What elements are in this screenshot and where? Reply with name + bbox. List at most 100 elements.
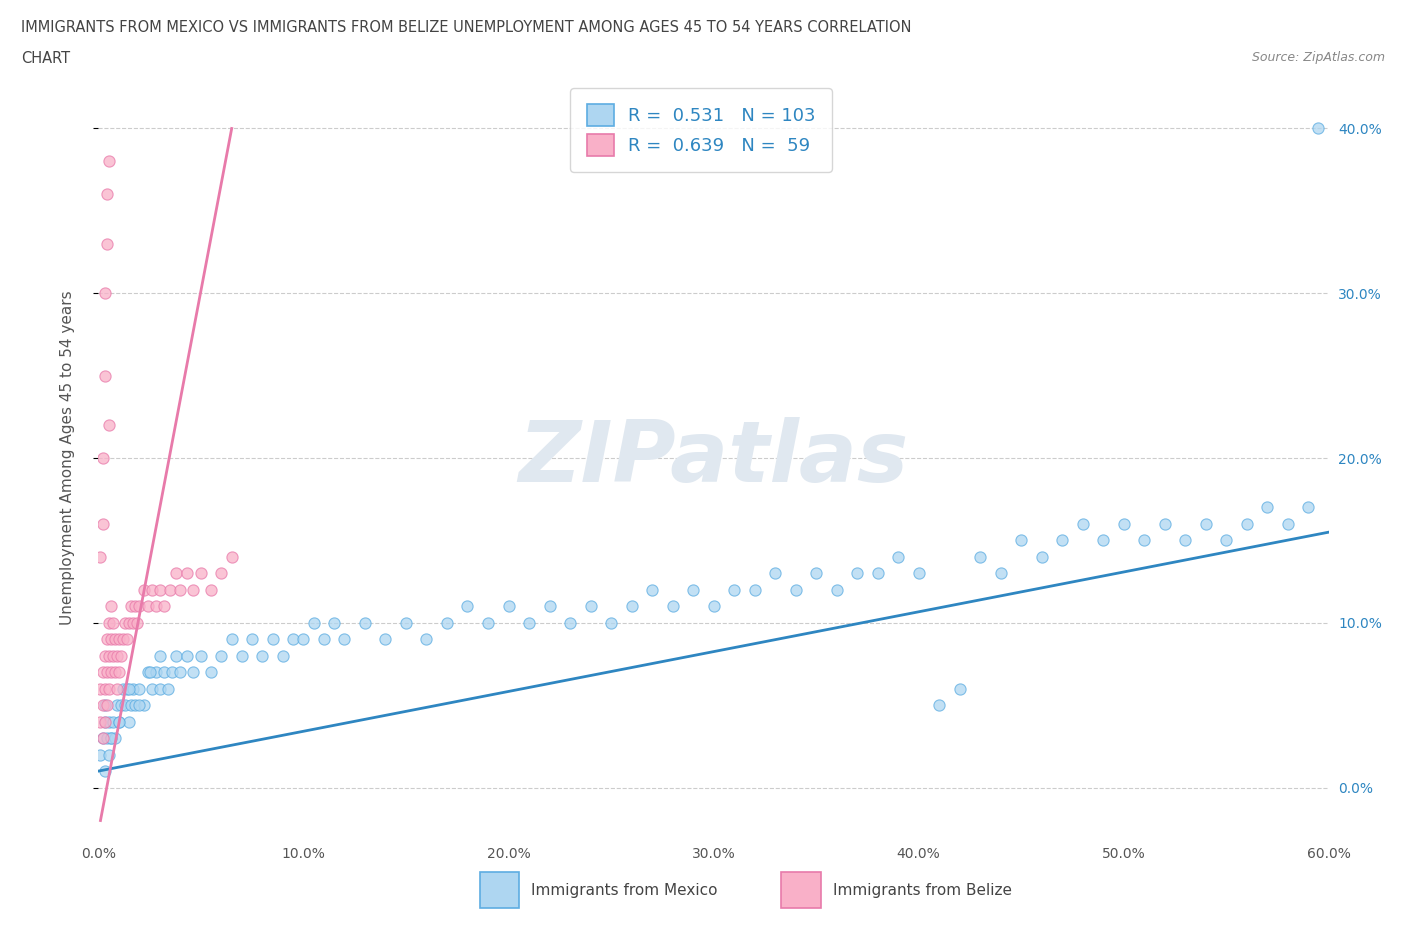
Point xyxy=(149,682,172,697)
Y-axis label: Unemployment Among Ages 45 to 54 years: Unemployment Among Ages 45 to 54 years xyxy=(60,291,75,625)
Point xyxy=(93,714,115,729)
Point xyxy=(89,682,111,697)
Point xyxy=(100,731,122,746)
Point xyxy=(395,616,418,631)
Point xyxy=(110,648,132,663)
Point xyxy=(517,616,540,631)
Point xyxy=(641,582,664,597)
Point xyxy=(159,582,181,597)
Point xyxy=(292,631,315,646)
Point xyxy=(169,582,191,597)
Point xyxy=(127,616,149,631)
Point xyxy=(93,682,115,697)
Point xyxy=(240,631,263,646)
Point xyxy=(763,566,786,581)
Point xyxy=(165,566,187,581)
Text: Source: ZipAtlas.com: Source: ZipAtlas.com xyxy=(1251,51,1385,64)
Point xyxy=(96,665,118,680)
Point xyxy=(457,599,479,614)
Point xyxy=(115,631,138,646)
Point xyxy=(538,599,561,614)
Point xyxy=(96,731,118,746)
Point xyxy=(221,631,243,646)
Point xyxy=(600,616,623,631)
Point xyxy=(101,616,124,631)
Point xyxy=(252,648,274,663)
Point xyxy=(1195,516,1218,531)
Point xyxy=(91,665,114,680)
Point xyxy=(145,599,167,614)
Point xyxy=(149,648,172,663)
Point xyxy=(374,631,396,646)
Point xyxy=(354,616,377,631)
Point xyxy=(283,631,305,646)
Point xyxy=(93,286,115,300)
Point xyxy=(97,154,120,169)
Point xyxy=(124,698,146,712)
Point xyxy=(132,582,155,597)
FancyBboxPatch shape xyxy=(782,871,821,908)
Point xyxy=(104,631,127,646)
Point xyxy=(1092,533,1115,548)
Point xyxy=(825,582,848,597)
Point xyxy=(101,648,124,663)
Point xyxy=(124,599,146,614)
Point xyxy=(477,616,499,631)
Point xyxy=(1071,516,1094,531)
Point xyxy=(100,665,122,680)
Point xyxy=(110,698,132,712)
Point xyxy=(153,665,176,680)
Point xyxy=(128,599,150,614)
Point xyxy=(120,698,142,712)
Point xyxy=(96,187,118,202)
Point xyxy=(108,714,131,729)
Point xyxy=(105,648,128,663)
Point xyxy=(1050,533,1073,548)
Point xyxy=(949,682,972,697)
Point xyxy=(93,764,115,778)
Point xyxy=(141,582,163,597)
Point xyxy=(682,582,704,597)
Point xyxy=(91,451,114,466)
Point xyxy=(91,698,114,712)
Point xyxy=(558,616,581,631)
Point xyxy=(620,599,643,614)
Point xyxy=(169,665,191,680)
Point xyxy=(221,550,243,565)
Point xyxy=(96,236,118,251)
Point xyxy=(579,599,602,614)
Point xyxy=(115,682,138,697)
Point xyxy=(744,582,766,597)
Legend: R =  0.531   N = 103, R =  0.639   N =  59: R = 0.531 N = 103, R = 0.639 N = 59 xyxy=(571,88,832,172)
Point xyxy=(104,731,127,746)
Text: CHART: CHART xyxy=(21,51,70,66)
Point xyxy=(97,682,120,697)
Point xyxy=(211,566,233,581)
Point xyxy=(96,631,118,646)
Point xyxy=(1010,533,1032,548)
Text: Immigrants from Belize: Immigrants from Belize xyxy=(832,883,1012,898)
Point xyxy=(136,665,159,680)
Point xyxy=(1308,121,1330,136)
Point xyxy=(211,648,233,663)
Point xyxy=(114,698,136,712)
Point xyxy=(93,698,115,712)
Point xyxy=(200,582,222,597)
Point xyxy=(101,714,124,729)
Point xyxy=(1296,500,1319,515)
Point xyxy=(415,631,437,646)
Point xyxy=(100,631,122,646)
Point xyxy=(1133,533,1156,548)
Point xyxy=(132,698,155,712)
Point xyxy=(165,648,187,663)
Point xyxy=(97,616,120,631)
Point xyxy=(231,648,253,663)
Point xyxy=(1153,516,1175,531)
Point xyxy=(190,566,212,581)
Point xyxy=(907,566,929,581)
Point xyxy=(105,682,128,697)
Point xyxy=(1236,516,1258,531)
Point xyxy=(114,616,136,631)
Point xyxy=(97,418,120,432)
Point xyxy=(105,698,128,712)
